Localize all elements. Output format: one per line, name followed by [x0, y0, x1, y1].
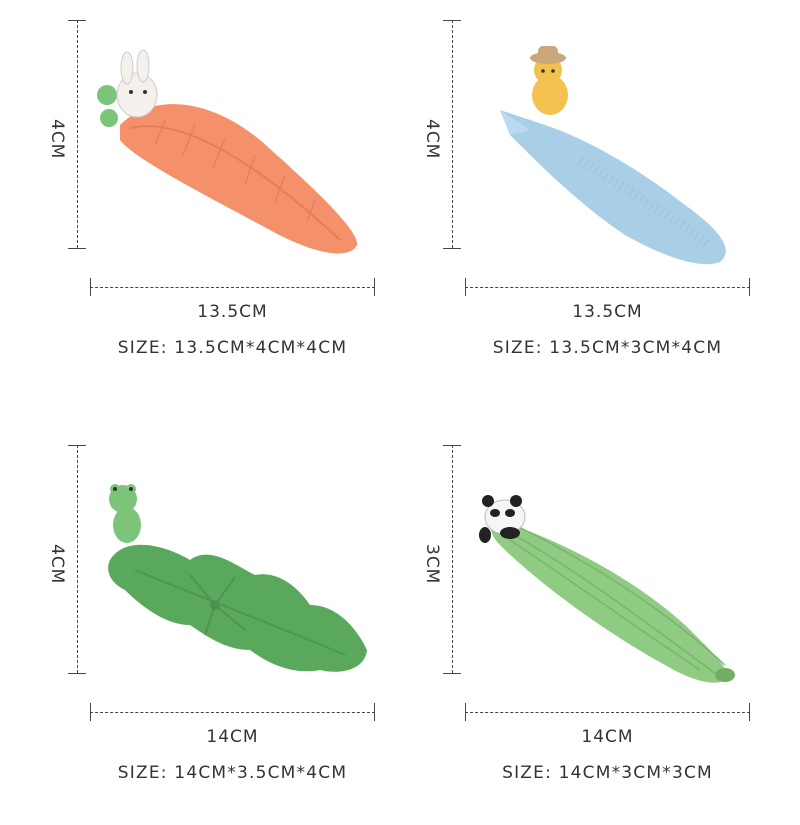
- height-dimension-line: [452, 20, 453, 248]
- height-dimension-tick-bottom: [68, 248, 86, 249]
- length-dimension-line: [465, 287, 750, 288]
- height-label: 3CM: [422, 544, 442, 585]
- length-label: 14CM: [581, 727, 634, 747]
- height-dimension-tick-bottom: [68, 673, 86, 674]
- length-dimension-line: [90, 712, 375, 713]
- fish-tray-image: [470, 40, 740, 270]
- product-panel-carrot: 4CM 13.5CM SIZE: 13.5CM*4CM*4CM: [0, 0, 400, 400]
- height-label: 4CM: [47, 119, 67, 160]
- length-dimension-line: [465, 712, 750, 713]
- size-label: SIZE: 13.5CM*3CM*4CM: [492, 338, 723, 358]
- size-label: SIZE: 14CM*3CM*3CM: [502, 763, 713, 783]
- size-label: SIZE: 13.5CM*4CM*4CM: [117, 338, 348, 358]
- length-dimension-tick-right: [374, 278, 375, 296]
- lotus-leaf-tray-image: [95, 465, 367, 695]
- size-label: SIZE: 14CM*3.5CM*4CM: [117, 763, 348, 783]
- product-panel-leaf-panda: 3CM 14CM SIZE: 14CM*3CM*3CM: [375, 425, 775, 825]
- carrot-tray-image: [95, 40, 365, 270]
- length-label: 13.5CM: [572, 302, 643, 322]
- height-dimension-line: [77, 445, 78, 673]
- height-dimension-tick-bottom: [443, 248, 461, 249]
- height-dimension-tick-bottom: [443, 673, 461, 674]
- length-dimension-tick-right: [749, 278, 750, 296]
- leaf-tray-image: [470, 465, 740, 695]
- length-dimension-tick-right: [749, 703, 750, 721]
- height-label: 4CM: [47, 544, 67, 585]
- length-dimension-tick-right: [374, 703, 375, 721]
- product-panel-fish: 4CM 13.5CM SIZE: 13.5CM*3CM*4CM: [375, 0, 775, 400]
- length-label: 14CM: [206, 727, 259, 747]
- length-label: 13.5CM: [197, 302, 268, 322]
- height-dimension-line: [77, 20, 78, 248]
- product-panel-lotus-leaf: 4CM 14CM SIZE: 14CM*3.5CM*4CM: [0, 425, 400, 825]
- length-dimension-line: [90, 287, 375, 288]
- height-dimension-line: [452, 445, 453, 673]
- height-label: 4CM: [422, 119, 442, 160]
